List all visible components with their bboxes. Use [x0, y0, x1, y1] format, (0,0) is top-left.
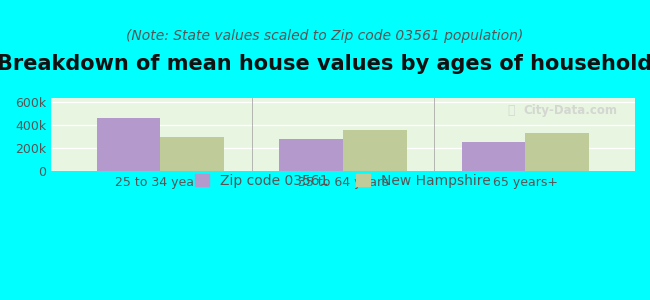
- Bar: [279, 139, 343, 171]
- Bar: [97, 118, 161, 171]
- Text: ⓘ: ⓘ: [508, 104, 515, 117]
- Bar: [525, 133, 590, 171]
- Text: City-Data.com: City-Data.com: [523, 104, 618, 117]
- Bar: [343, 130, 407, 171]
- Legend: Zip code 03561, New Hampshire: Zip code 03561, New Hampshire: [188, 167, 498, 195]
- Bar: [462, 142, 525, 171]
- Title: Breakdown of mean house values by ages of householders: Breakdown of mean house values by ages o…: [0, 54, 650, 74]
- Bar: [161, 137, 224, 171]
- Text: (Note: State values scaled to Zip code 03561 population): (Note: State values scaled to Zip code 0…: [126, 29, 524, 43]
